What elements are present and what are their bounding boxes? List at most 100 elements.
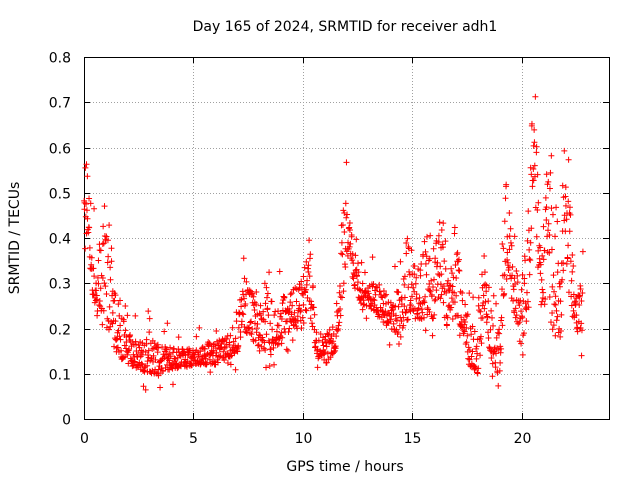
data-point (353, 236, 360, 243)
data-point (112, 292, 119, 299)
data-point (304, 294, 311, 301)
data-point (431, 311, 438, 318)
data-point (315, 337, 322, 344)
data-point (395, 303, 402, 310)
data-point (407, 302, 414, 309)
data-point (329, 324, 336, 331)
data-point (488, 354, 495, 361)
data-point (523, 318, 530, 325)
data-point (537, 270, 544, 277)
data-point (83, 161, 90, 168)
data-point (440, 299, 447, 306)
data-point (207, 369, 214, 376)
data-point (535, 199, 542, 206)
data-point (183, 363, 190, 370)
data-point (251, 320, 258, 327)
data-point (456, 332, 463, 339)
data-point (527, 257, 534, 264)
data-point (351, 282, 358, 289)
data-point (525, 208, 532, 215)
data-point (81, 206, 88, 213)
data-point (230, 338, 237, 345)
data-point (466, 356, 473, 363)
data-point (508, 242, 515, 249)
data-point (411, 271, 418, 278)
data-point (533, 233, 540, 240)
data-point (271, 312, 278, 319)
data-point (562, 184, 569, 191)
data-point (117, 322, 124, 329)
data-point (216, 353, 223, 360)
data-point (495, 382, 502, 389)
data-point (401, 294, 408, 301)
data-point (427, 232, 434, 239)
data-point (490, 349, 497, 356)
y-tick-label: 0.4 (49, 232, 71, 248)
data-point (352, 252, 359, 259)
data-point (107, 276, 114, 283)
data-point (108, 258, 115, 265)
data-point (463, 339, 470, 346)
plot-frame (84, 57, 610, 420)
data-point (528, 171, 535, 178)
data-point (445, 277, 452, 284)
data-point (97, 247, 104, 254)
data-point (106, 303, 113, 310)
data-point (369, 254, 376, 261)
data-point (101, 203, 108, 210)
data-point (105, 326, 112, 333)
data-point (84, 173, 91, 180)
data-point (464, 311, 471, 318)
data-point (412, 280, 419, 287)
data-point (451, 299, 458, 306)
data-point (574, 328, 581, 335)
data-point (497, 359, 504, 366)
data-point (417, 272, 424, 279)
data-point (565, 289, 572, 296)
data-point (284, 347, 291, 354)
data-point (431, 276, 438, 283)
data-point (552, 293, 559, 300)
data-point (307, 251, 314, 258)
data-point (249, 290, 256, 297)
data-point (453, 251, 460, 258)
data-point (546, 249, 553, 256)
data-point (390, 320, 397, 327)
data-point (376, 281, 383, 288)
y-tick-label: 0.8 (49, 51, 71, 67)
data-point (554, 313, 561, 320)
data-point (400, 322, 407, 329)
data-point (561, 147, 568, 154)
data-point (210, 358, 217, 365)
data-point (411, 305, 418, 312)
data-point (539, 252, 546, 259)
data-point (470, 294, 477, 301)
data-point (204, 359, 211, 366)
data-point (256, 347, 263, 354)
data-point (462, 318, 469, 325)
data-point (287, 299, 294, 306)
data-point (82, 245, 89, 252)
data-point (254, 320, 261, 327)
data-point (395, 329, 402, 336)
data-point (510, 297, 517, 304)
data-point (562, 202, 569, 209)
data-point (449, 315, 456, 322)
data-point (413, 291, 420, 298)
data-point (339, 294, 346, 301)
data-point (249, 326, 256, 333)
data-point (265, 312, 272, 319)
data-point (241, 275, 248, 282)
data-point (111, 297, 118, 304)
data-point (403, 250, 410, 257)
data-point (286, 308, 293, 315)
data-point (404, 316, 411, 323)
data-point (542, 194, 549, 201)
data-point (526, 246, 533, 253)
data-point (435, 239, 442, 246)
data-point (406, 306, 413, 313)
data-point (303, 258, 310, 265)
data-point (567, 258, 574, 265)
data-point (545, 220, 552, 227)
data-point (257, 302, 264, 309)
